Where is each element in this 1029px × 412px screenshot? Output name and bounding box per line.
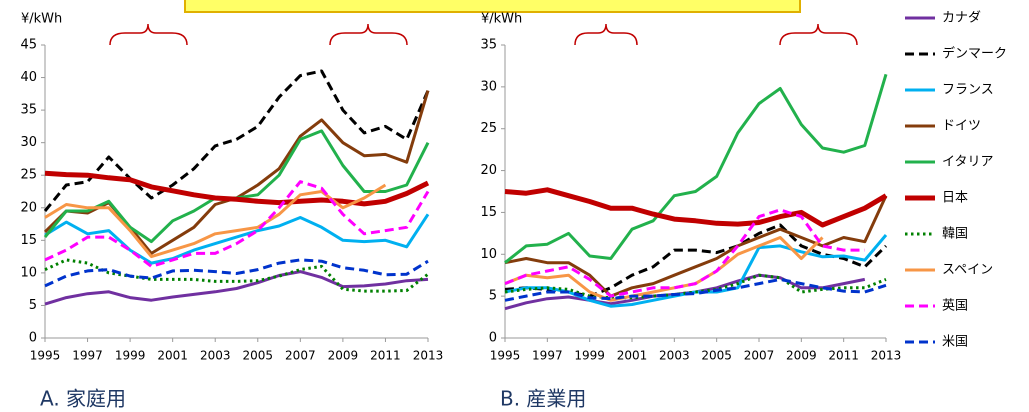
legend-label: ドイツ [942,119,981,134]
legend-label: 韓国 [942,227,968,242]
series-line: 米国 [44,258,429,288]
y-tick-label: 0 [29,331,37,346]
y-tick-label: 10 [20,265,37,280]
line [44,270,429,306]
series-line: デンマーク [43,69,430,212]
braces [109,23,858,46]
y-tick-label: 10 [480,247,497,262]
series-line [504,73,888,264]
y-tick-label: 30 [480,79,497,94]
line [44,258,429,288]
line [43,69,430,212]
line [44,180,430,268]
y-tick-label: 25 [20,168,37,183]
series-line: イタリア [43,129,430,244]
caption: A. 家庭用 [40,387,126,411]
line [504,277,887,302]
legend-label: 米国 [942,335,968,350]
y-tick-label: 30 [20,135,37,150]
series-line [504,236,824,302]
legend-label: イタリア [942,155,993,170]
x-tick-label: 2005 [701,349,732,363]
series-line [504,187,888,228]
series-line: フランス [44,213,430,265]
x-tick-label: 1997 [72,349,103,363]
y-tick-label: 15 [20,233,37,248]
y-tick-label: 35 [480,38,497,53]
line [43,129,430,244]
x-tick-label: 2005 [243,349,274,363]
y-axis-label: ¥/kWh [21,12,62,27]
legend-label: カナダ [942,11,981,26]
line [504,73,888,264]
y-tick-label: 20 [20,200,37,215]
series-line [504,208,865,298]
x-tick-label: 1999 [115,349,146,363]
x-tick-label: 2013 [413,349,444,363]
series-line [504,195,888,298]
legend-label: 英国 [942,299,968,314]
series-line: 韓国 [44,258,429,293]
y-tick-label: 20 [480,163,497,178]
legend-label: フランス [942,83,994,98]
y-tick-label: 5 [29,298,37,313]
series-line: カナダ [44,270,429,306]
x-tick-label: 2013 [871,349,902,363]
series-line: スペイン [44,183,387,259]
series-line [504,277,887,302]
x-tick-label: 2009 [786,349,817,363]
x-tick-label: 1995 [30,349,61,363]
line [504,195,888,298]
y-axis-label: ¥/kWh [481,12,522,27]
x-tick-label: 1995 [490,349,521,363]
line [43,90,430,255]
x-tick-label: 1997 [532,349,563,363]
x-tick-label: 2007 [744,349,775,363]
x-tick-label: 2011 [828,349,859,363]
y-tick-label: 0 [489,331,497,346]
y-tick-label: 40 [20,70,37,85]
y-tick-label: 35 [20,103,37,118]
caption: B. 産業用 [500,387,586,411]
line [44,213,430,265]
series-line: 英国 [44,180,430,268]
x-tick-label: 2003 [200,349,231,363]
line [504,236,824,302]
y-tick-label: 15 [480,205,497,220]
legend-label: スペイン [942,263,993,278]
x-tick-label: 2003 [659,349,690,363]
x-tick-label: 1999 [574,349,605,363]
line [44,258,429,293]
line [504,208,865,298]
legend-label: デンマーク [942,46,1007,62]
y-tick-label: 5 [489,289,497,304]
x-tick-label: 2011 [370,349,401,363]
x-tick-label: 2001 [617,349,648,363]
x-tick-label: 2009 [328,349,359,363]
legend-label: 日本 [942,191,968,206]
y-tick-label: 25 [480,121,497,136]
line [504,273,887,300]
line [504,187,888,228]
line [44,170,430,207]
y-tick-label: 45 [20,38,37,53]
line [44,183,387,259]
series-line: ドイツ [43,90,430,255]
banner [184,0,801,13]
series-line: 日本 [44,170,430,207]
x-tick-label: 2007 [285,349,316,363]
series-line [504,273,887,300]
x-tick-label: 2001 [157,349,188,363]
